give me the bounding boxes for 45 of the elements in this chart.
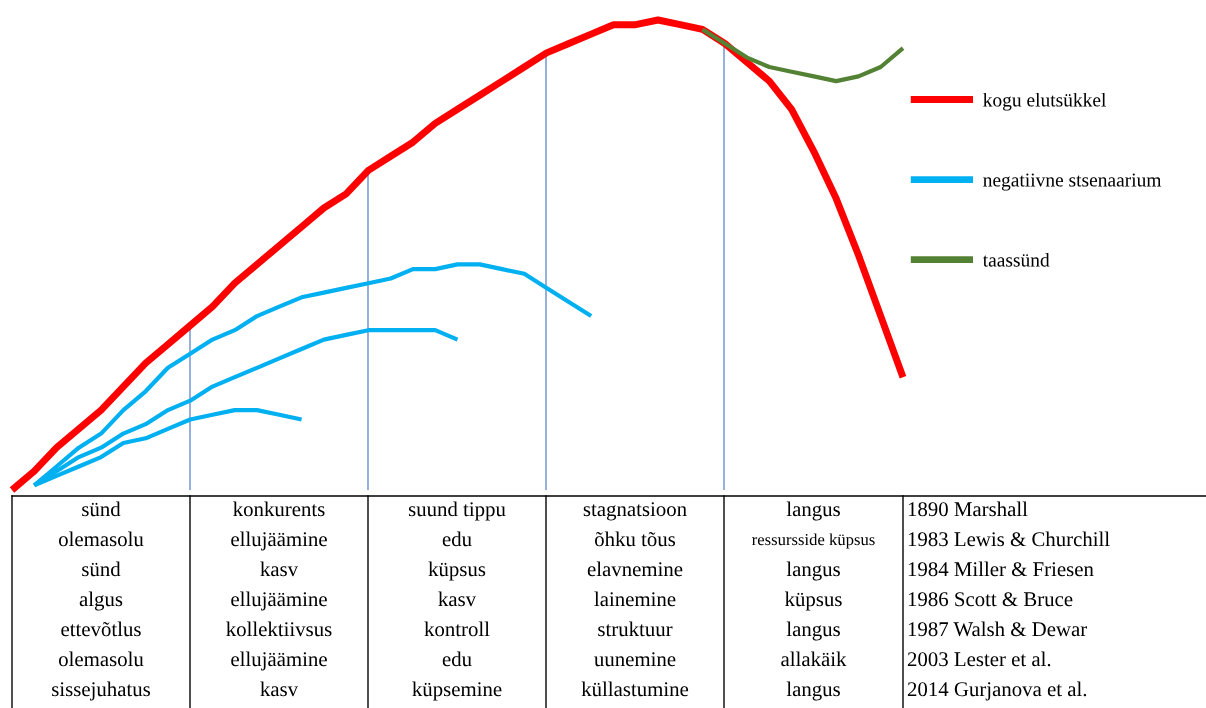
text: õhku tõus: [594, 531, 676, 547]
text: 1983 Lewis & Churchill: [908, 531, 1110, 547]
text: langus: [786, 561, 840, 581]
text: 2003 Lester et al.: [907, 651, 1051, 667]
text: olemasolu: [58, 531, 144, 547]
text: küpsus: [428, 561, 486, 581]
text: konkurents: [233, 501, 325, 517]
text: ressursside küpsus: [752, 533, 875, 549]
text: elavnemine: [587, 561, 683, 577]
text: struktuur: [598, 621, 673, 637]
text: langus: [786, 501, 840, 521]
text: 1984 Miller & Friesen: [908, 561, 1094, 577]
text: sissejuhatus: [52, 681, 151, 701]
text: stagnatsioon: [583, 502, 687, 521]
text: ellujäämine: [231, 651, 327, 671]
text: 1986 Scott & Bruce: [908, 592, 1073, 607]
text: 1987 Walsh & Dewar: [908, 621, 1088, 637]
text: uunemine: [594, 652, 676, 667]
text: 2014 Gurjanova et al.: [907, 681, 1087, 701]
text: kasv: [260, 681, 299, 697]
text: kasv: [438, 591, 477, 607]
text: algus: [79, 591, 123, 611]
legend-label: negatiivne stsenaarium: [983, 173, 1162, 191]
text: lainemine: [594, 591, 676, 607]
text: sünd: [82, 501, 121, 517]
text: olemasolu: [58, 651, 144, 667]
text: 1890 Marshall: [908, 501, 1028, 517]
text: kollektiivsus: [226, 621, 332, 637]
text: allakäik: [781, 651, 847, 667]
text: langus: [786, 681, 840, 701]
text: küllastumine: [581, 681, 689, 697]
text: ellujäämine: [231, 591, 327, 611]
text: ettevõtlus: [61, 621, 141, 637]
text: langus: [786, 621, 840, 641]
text: edu: [442, 651, 472, 667]
text: ellujäämine: [231, 531, 327, 551]
text: suund tippu: [408, 501, 506, 521]
text: küpsus: [784, 591, 842, 611]
text: kontroll: [424, 621, 490, 637]
text: kasv: [260, 561, 299, 577]
text: sünd: [82, 561, 121, 577]
legend-label: kogu elutsükkel: [983, 92, 1107, 111]
text: edu: [442, 531, 472, 547]
text: küpsemine: [412, 681, 502, 701]
legend-label: taassünd: [982, 252, 1050, 267]
